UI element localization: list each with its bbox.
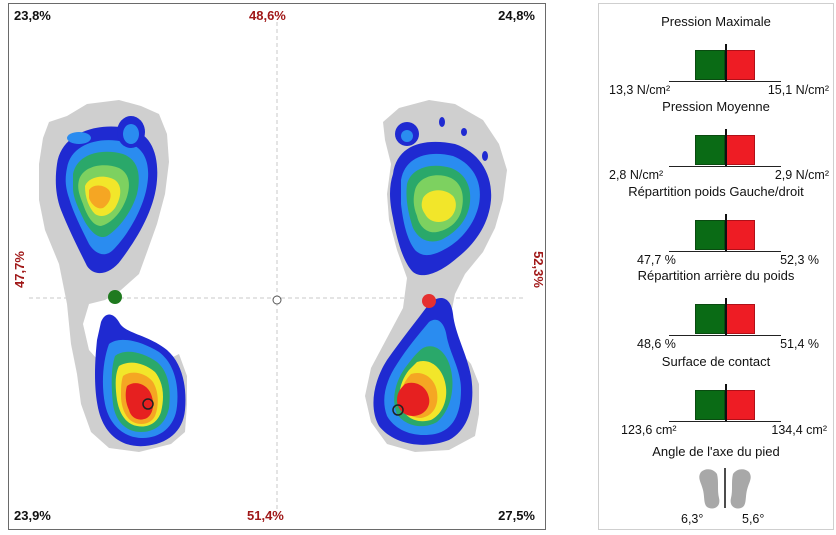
center-divider xyxy=(725,384,727,422)
foot-angle-title: Angle de l'axe du pied xyxy=(652,444,780,459)
top-left-percentage: 23,8% xyxy=(14,8,51,23)
baseline xyxy=(669,421,781,422)
top-center-percentage: 48,6% xyxy=(249,8,286,23)
right-value: 51,4 % xyxy=(780,337,819,351)
right-foot-center-point xyxy=(422,294,436,308)
left-foot-center-point xyxy=(108,290,122,304)
body-center-point xyxy=(272,295,282,305)
left-bar xyxy=(695,50,725,80)
metric-contact-surface: Surface de contact 123,6 cm² 134,4 cm² xyxy=(599,354,833,437)
baseline xyxy=(669,335,781,336)
right-value: 134,4 cm² xyxy=(771,423,827,437)
right-bar xyxy=(725,50,755,80)
bottom-left-percentage: 23,9% xyxy=(14,508,51,523)
feet-angle-icon xyxy=(699,468,751,509)
metric-mean-pressure: Pression Moyenne 2,8 N/cm² 2,9 N/cm² xyxy=(599,99,833,182)
left-bar xyxy=(695,304,725,334)
left-value: 48,6 % xyxy=(637,337,676,351)
center-divider xyxy=(725,214,727,252)
baseline xyxy=(669,166,781,167)
top-right-percentage: 24,8% xyxy=(498,8,535,23)
right-bar xyxy=(725,304,755,334)
right-foot-angle: 5,6° xyxy=(742,512,765,526)
center-divider xyxy=(725,44,727,82)
bottom-center-percentage: 51,4% xyxy=(247,508,284,523)
metric-title: Pression Maximale xyxy=(661,14,771,29)
left-value: 2,8 N/cm² xyxy=(609,168,664,182)
metric-title: Pression Moyenne xyxy=(662,99,770,114)
right-heel-center-marker xyxy=(392,404,404,416)
right-value: 52,3 % xyxy=(780,253,819,267)
right-bar xyxy=(725,220,755,250)
center-divider xyxy=(725,298,727,336)
left-value: 13,3 N/cm² xyxy=(609,83,671,97)
metric-title: Surface de contact xyxy=(661,354,771,369)
pressure-map xyxy=(29,22,525,514)
left-foot-angle: 6,3° xyxy=(681,512,704,526)
pressure-map-panel: 23,8% 24,8% 23,9% 27,5% 48,6% 51,4% 47,7… xyxy=(8,3,546,530)
metric-title: Répartition arrière du poids xyxy=(637,268,795,283)
metric-max-pressure: Pression Maximale 13,3 N/cm² 15,1 N/cm² xyxy=(599,14,833,97)
baseline xyxy=(669,81,781,82)
left-heel-center-marker xyxy=(142,398,154,410)
statistics-panel: Pression Maximale 13,3 N/cm² 15,1 N/cm² … xyxy=(598,3,834,530)
right-center-percentage: 52,3% xyxy=(531,251,547,288)
right-bar xyxy=(725,390,755,420)
metric-rear-weight: Répartition arrière du poids 48,6 % 51,4… xyxy=(599,268,833,351)
right-value: 2,9 N/cm² xyxy=(774,168,829,182)
right-value: 15,1 N/cm² xyxy=(767,83,829,97)
left-bar xyxy=(695,135,725,165)
left-bar xyxy=(695,390,725,420)
right-foot-pressure xyxy=(365,100,507,452)
bottom-right-percentage: 27,5% xyxy=(498,508,535,523)
left-foot-pressure xyxy=(39,100,187,452)
baseline xyxy=(669,251,781,252)
left-value: 47,7 % xyxy=(637,253,676,267)
metric-left-right-weight: Répartition poids Gauche/droit 47,7 % 52… xyxy=(599,184,833,267)
right-bar xyxy=(725,135,755,165)
left-center-percentage: 47,7% xyxy=(11,251,27,288)
left-bar xyxy=(695,220,725,250)
metric-title: Répartition poids Gauche/droit xyxy=(628,184,804,199)
center-divider xyxy=(725,129,727,167)
left-value: 123,6 cm² xyxy=(621,423,677,437)
